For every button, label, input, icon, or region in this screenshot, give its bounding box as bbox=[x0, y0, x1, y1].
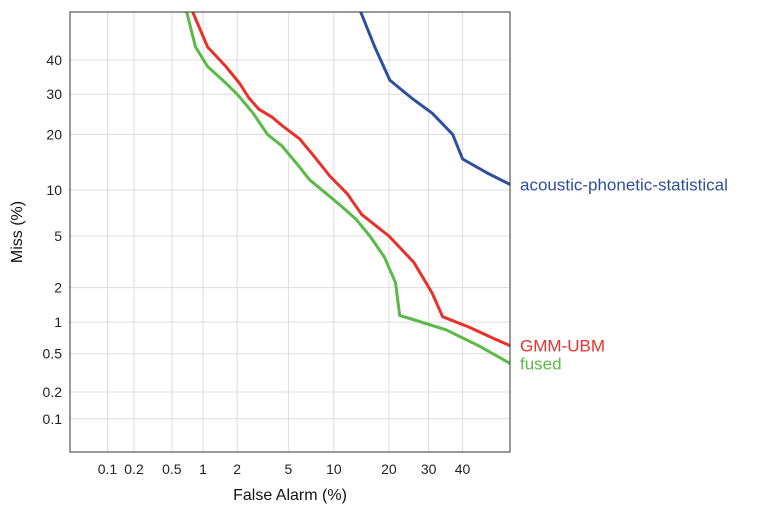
y-tick-label: 40 bbox=[46, 52, 62, 68]
plot-frame bbox=[69, 11, 511, 453]
x-tick-label: 0.5 bbox=[162, 461, 182, 477]
x-tick-label: 30 bbox=[421, 461, 437, 477]
series-line-GMM-UBM bbox=[191, 12, 510, 348]
x-tick-label: 1 bbox=[199, 461, 207, 477]
y-axis-label: Miss (%) bbox=[9, 201, 26, 263]
x-tick-label: 0.2 bbox=[124, 461, 144, 477]
y-tick-label: 10 bbox=[46, 182, 62, 198]
series-label: acoustic-phonetic-statistical bbox=[520, 175, 728, 194]
y-tick-label: 0.5 bbox=[43, 346, 63, 362]
x-tick-label: 2 bbox=[233, 461, 241, 477]
x-tick-label: 10 bbox=[326, 461, 342, 477]
y-tick-labels: 0.1 0.2 0.5 1 2 5 10 20 30 40 bbox=[43, 52, 63, 427]
series-label: fused bbox=[520, 354, 562, 373]
series-labels: acoustic-phonetic-statistical GMM-UBMfuse… bbox=[520, 175, 728, 373]
curves bbox=[185, 12, 510, 365]
series-line-fused bbox=[185, 12, 510, 365]
x-axis-label: False Alarm (%) bbox=[233, 487, 347, 504]
x-tick-label: 5 bbox=[284, 461, 292, 477]
y-tick-label: 5 bbox=[54, 228, 62, 244]
y-tick-label: 2 bbox=[54, 280, 62, 296]
x-tick-labels: 0.1 0.2 0.5 1 2 5 10 20 30 40 bbox=[98, 461, 471, 477]
x-tick-label: 20 bbox=[381, 461, 397, 477]
y-tick-label: 0.1 bbox=[43, 411, 63, 427]
grid bbox=[70, 12, 510, 452]
y-tick-label: 20 bbox=[46, 126, 62, 142]
y-tick-label: 0.2 bbox=[43, 384, 63, 400]
y-tick-label: 30 bbox=[46, 86, 62, 102]
x-tick-label: 40 bbox=[455, 461, 471, 477]
series-label: GMM-UBM bbox=[520, 337, 605, 356]
series-line-acoustic-phonetic-statistical bbox=[359, 12, 510, 186]
y-tick-label: 1 bbox=[54, 314, 62, 330]
x-tick-label: 0.1 bbox=[98, 461, 118, 477]
